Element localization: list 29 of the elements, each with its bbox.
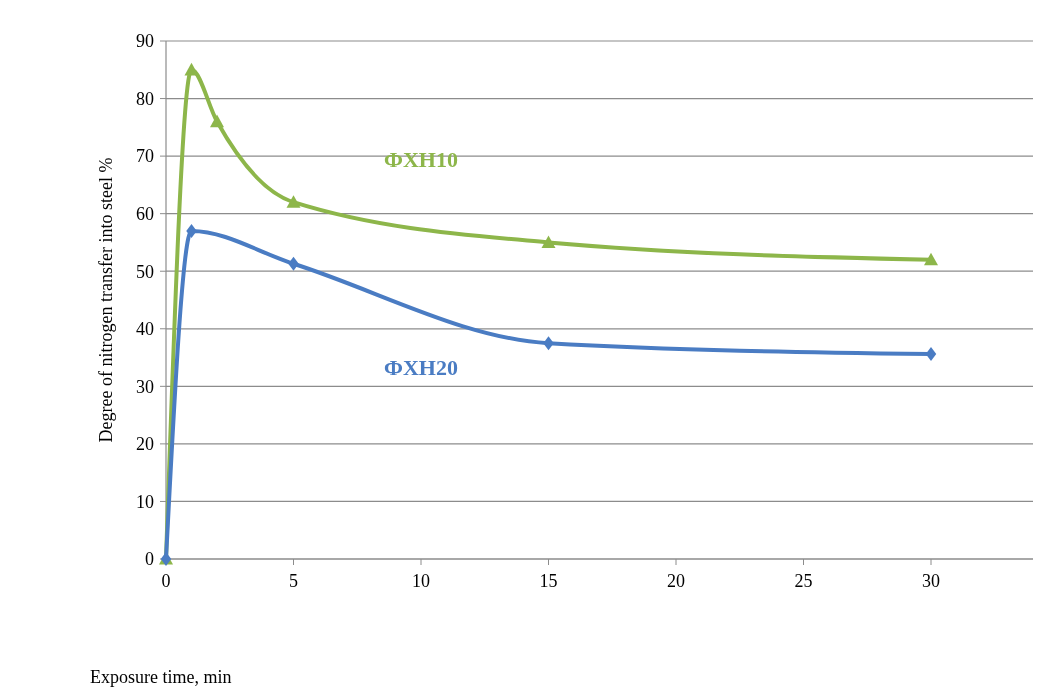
- x-tick-label: 0: [161, 571, 171, 591]
- point: [924, 252, 938, 266]
- y-tick-label: 20: [136, 434, 154, 455]
- point: [288, 256, 299, 271]
- y-tick-label: 30: [136, 376, 154, 397]
- y-tick-label: 10: [136, 491, 154, 512]
- x-tick-label: 25: [794, 571, 813, 591]
- x-tick-label: 5: [289, 571, 298, 591]
- x-tick-label: 20: [667, 571, 685, 591]
- y-tick-label: 90: [136, 31, 154, 52]
- point: [186, 223, 197, 238]
- y-tick-label: 0: [145, 549, 154, 570]
- x-tick-label: 10: [412, 571, 430, 591]
- y-tick-label: 80: [136, 88, 154, 109]
- y-axis-title: Degree of nitrogen transfer into steel %: [96, 157, 116, 443]
- y-tick-label: 40: [136, 319, 154, 340]
- y-tick-label: 60: [136, 203, 154, 224]
- y-tick-label: 50: [136, 261, 154, 282]
- x-tick-label: 15: [539, 571, 558, 591]
- point: [541, 235, 556, 249]
- text: ФХН10: [384, 147, 458, 173]
- x-axis-title: Exposure time, min: [90, 667, 232, 687]
- x-tick-label: 30: [922, 571, 940, 591]
- point: [286, 195, 301, 208]
- point: [543, 336, 554, 351]
- series-label: ФХН20: [384, 355, 458, 381]
- point: [210, 114, 224, 128]
- point: [925, 347, 937, 362]
- y-tick-label: 70: [136, 146, 154, 167]
